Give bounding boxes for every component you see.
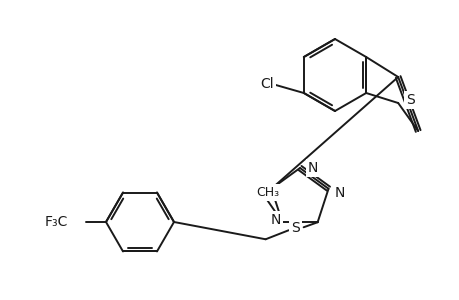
Text: N: N: [269, 213, 280, 227]
Text: N: N: [308, 161, 318, 175]
Text: S: S: [405, 93, 414, 107]
Text: F₃C: F₃C: [45, 215, 68, 229]
Text: CH₃: CH₃: [255, 186, 278, 199]
Text: S: S: [291, 221, 299, 235]
Text: Cl: Cl: [259, 77, 273, 91]
Text: N: N: [334, 186, 344, 200]
